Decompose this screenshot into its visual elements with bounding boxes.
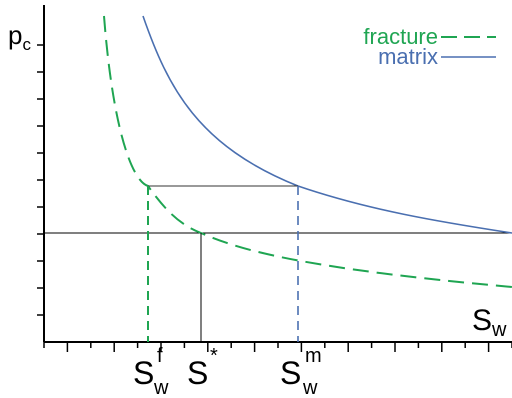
y-axis-label: pc xyxy=(8,20,31,54)
s-w-f-sub: w xyxy=(153,377,169,398)
s-w-m-sup: m xyxy=(305,345,322,367)
s-star-sup: * xyxy=(210,345,218,367)
fracture-curve xyxy=(103,15,512,288)
x-axis-label: Sw xyxy=(472,304,507,341)
legend-fracture-label: fracture xyxy=(363,24,438,49)
x-axis-ticks xyxy=(43,342,512,352)
y-axis-ticks xyxy=(37,44,44,316)
matrix-curve xyxy=(142,15,512,234)
s-w-m-sub: w xyxy=(302,377,318,398)
legend-matrix-label: matrix xyxy=(378,44,438,69)
s-star-label: S xyxy=(187,355,208,391)
s-w-f-sup: f xyxy=(157,345,163,367)
s-w-f-label: S xyxy=(133,355,154,391)
s-w-m-label: S xyxy=(280,355,301,391)
legend: fracture matrix xyxy=(363,24,496,69)
